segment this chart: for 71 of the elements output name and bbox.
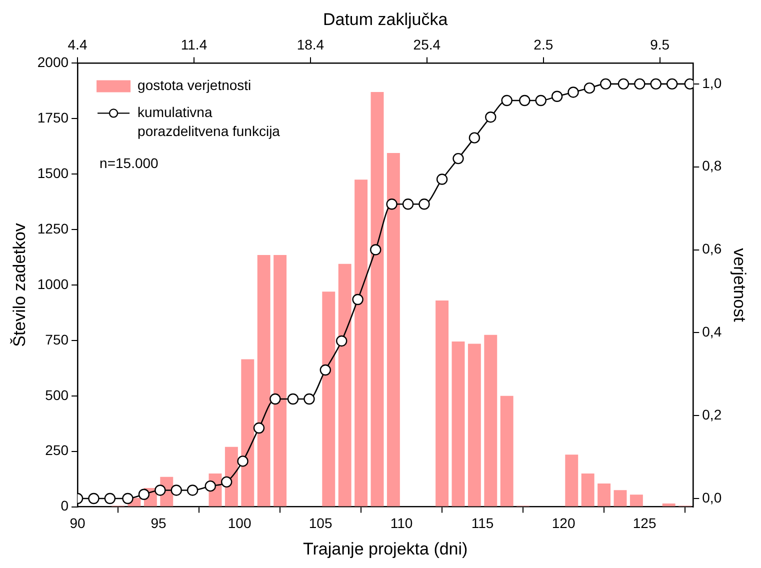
point: [501, 94, 512, 106]
legend-label: kumulativna porazdelitvena funkcija: [138, 104, 280, 140]
x2-tick-label: 9.5: [650, 36, 670, 53]
point: [485, 111, 496, 123]
x-tick-label: 105: [308, 515, 332, 532]
point: [600, 78, 612, 90]
x2-axis-title: Datum zaključka: [322, 10, 448, 29]
point: [154, 484, 166, 496]
y2-tick-label: 0,2: [702, 406, 722, 422]
y-tick-label: 1000: [37, 276, 69, 292]
y2-tick-label: 0,6: [702, 240, 722, 257]
x2-tick-label: 2.5: [534, 36, 554, 53]
point: [402, 198, 414, 210]
point: [370, 244, 382, 256]
y-tick-label: 500: [45, 386, 69, 403]
point: [186, 484, 198, 496]
x-tick-label: 110: [390, 515, 413, 532]
point: [551, 90, 563, 102]
y-tick-label: 750: [45, 331, 69, 348]
y-tick-label: 1500: [37, 164, 69, 181]
point: [253, 422, 265, 434]
point: [122, 492, 134, 504]
point: [618, 78, 630, 90]
y2-axis-title: verjetnost: [730, 248, 750, 322]
x-tick-label: 125: [632, 515, 656, 532]
x-tick-label: 90: [70, 515, 86, 532]
point: [220, 476, 232, 488]
y2-tick-label: 0,8: [702, 158, 722, 174]
point: [270, 393, 281, 405]
point: [436, 174, 448, 185]
point: [650, 78, 662, 90]
point: [634, 78, 646, 90]
y-tick-label: 250: [45, 442, 69, 458]
point: [320, 364, 331, 376]
point: [170, 484, 182, 496]
x2-tick-label: 18.4: [296, 36, 324, 53]
point: [584, 82, 596, 94]
y2-tick-label: 1,0: [702, 74, 722, 91]
point: [88, 492, 100, 504]
y-tick-label: 1750: [37, 110, 69, 126]
point: [468, 132, 480, 144]
y2-tick-label: 0,4: [702, 324, 722, 340]
point: [418, 198, 430, 210]
point: [452, 152, 464, 164]
annotation: n=15.000: [100, 155, 159, 172]
y-tick-label: 0: [60, 498, 69, 514]
point: [287, 393, 299, 405]
point: [568, 86, 579, 98]
legend-label: gostota verjetnosti: [138, 77, 252, 94]
point: [352, 294, 364, 306]
x-tick-label: 100: [228, 515, 252, 532]
x-axis-title: Trajanje projekta (dni): [302, 539, 468, 558]
point: [386, 198, 398, 210]
point: [304, 393, 315, 405]
x2-tick-label: 25.4: [413, 36, 441, 53]
point: [666, 78, 678, 90]
x-tick-label: 95: [150, 515, 167, 532]
point: [336, 335, 348, 347]
x-tick-label: 120: [552, 515, 576, 532]
point: [237, 456, 248, 467]
x2-tick-label: 4.4: [68, 36, 88, 53]
point: [138, 488, 150, 500]
y-tick-label: 2000: [37, 54, 69, 70]
y-tick-label: 1250: [37, 220, 69, 236]
point: [535, 94, 546, 106]
y-axis-title: Število zadetkov: [10, 222, 29, 347]
x-tick-label: 115: [471, 515, 494, 532]
point: [519, 94, 530, 106]
point: [104, 492, 116, 504]
y2-tick-label: 0,0: [702, 489, 722, 506]
x2-tick-label: 11.4: [180, 36, 208, 53]
